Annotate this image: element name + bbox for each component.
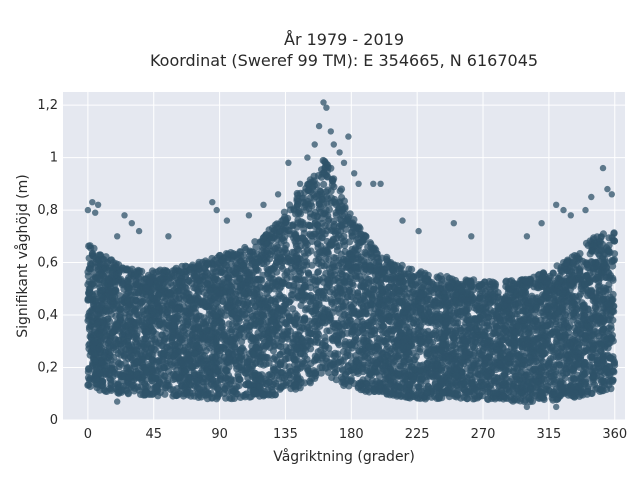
data-point bbox=[313, 213, 321, 221]
chart-title-line-2: Koordinat (Sweref 99 TM): E 354665, N 61… bbox=[150, 51, 538, 70]
data-point bbox=[341, 241, 349, 249]
data-point bbox=[346, 301, 354, 309]
data-point bbox=[169, 370, 178, 378]
data-point bbox=[352, 263, 360, 272]
data-point bbox=[228, 388, 236, 396]
data-point bbox=[287, 291, 295, 299]
data-point bbox=[416, 348, 424, 356]
data-point bbox=[338, 264, 346, 272]
data-points bbox=[84, 99, 619, 411]
data-point bbox=[599, 230, 608, 238]
data-point bbox=[317, 369, 325, 377]
data-point bbox=[424, 345, 432, 353]
data-point bbox=[582, 239, 591, 247]
data-point bbox=[252, 265, 260, 273]
data-point bbox=[367, 253, 375, 262]
data-point bbox=[319, 294, 327, 302]
data-point bbox=[245, 305, 253, 313]
data-point bbox=[203, 280, 211, 288]
data-point bbox=[279, 348, 287, 356]
data-point bbox=[308, 261, 316, 269]
data-point bbox=[185, 277, 193, 285]
data-point bbox=[223, 375, 231, 383]
data-point bbox=[320, 180, 328, 188]
data-point bbox=[282, 355, 290, 363]
data-point bbox=[337, 185, 346, 193]
data-point bbox=[236, 248, 244, 256]
data-point bbox=[316, 187, 324, 195]
data-point bbox=[274, 244, 282, 252]
chart-title-line-1: År 1979 - 2019 bbox=[284, 30, 404, 49]
data-point bbox=[552, 320, 560, 328]
data-point bbox=[383, 253, 391, 261]
